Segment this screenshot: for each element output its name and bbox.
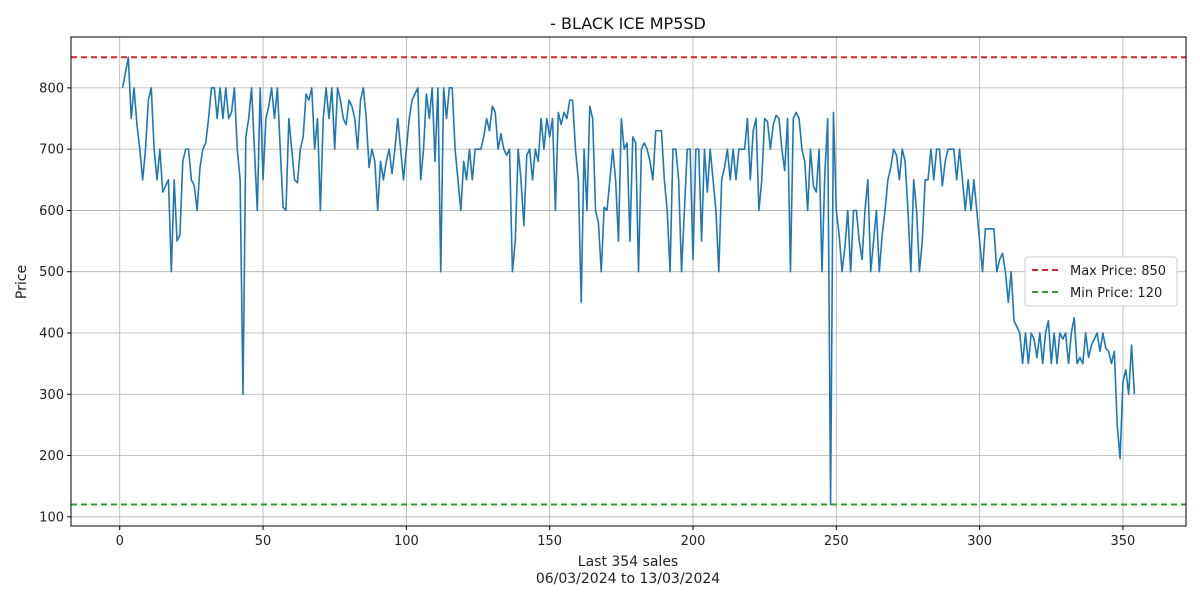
y-tick-label: 800 xyxy=(39,81,64,96)
x-axis-label: Last 354 sales xyxy=(578,554,678,570)
legend: Max Price: 850 Min Price: 120 xyxy=(1024,256,1178,307)
y-tick-label: 100 xyxy=(39,510,64,525)
y-tick-label: 200 xyxy=(39,449,64,464)
x-tick-label: 0 xyxy=(116,534,124,549)
x-tick-label: 250 xyxy=(824,534,849,549)
y-tick-label: 600 xyxy=(39,204,64,219)
y-tick-label: 300 xyxy=(39,388,64,403)
x-tick-label: 300 xyxy=(967,534,992,549)
reference-lines xyxy=(71,56,1186,506)
chart-title: - BLACK ICE MP5SD xyxy=(550,14,706,33)
legend-entry-max-price: Max Price: 850 xyxy=(1070,264,1166,279)
price-series-line xyxy=(121,56,1136,506)
grid-layer xyxy=(71,37,1186,526)
legend-box xyxy=(1024,256,1178,307)
x-tick-label: 350 xyxy=(1111,534,1136,549)
y-tick-label: 700 xyxy=(39,143,64,158)
legend-entry-min-price: Min Price: 120 xyxy=(1070,286,1162,301)
x-tick-label: 200 xyxy=(681,534,706,549)
series-layer xyxy=(121,56,1136,506)
x-tick-label: 50 xyxy=(255,534,272,549)
x-tick-label: 100 xyxy=(394,534,419,549)
y-tick-label: 500 xyxy=(39,265,64,280)
x-tick-label: 150 xyxy=(537,534,562,549)
y-axis-label: Price xyxy=(14,265,30,299)
y-tick-label: 400 xyxy=(39,326,64,341)
x-axis-sublabel: 06/03/2024 to 13/03/2024 xyxy=(536,571,720,587)
tick-layer: 0 50 100 150 200 250 300 350 100 200 300 400 500 600 7… xyxy=(39,81,1135,549)
plot-frame xyxy=(70,36,1187,527)
